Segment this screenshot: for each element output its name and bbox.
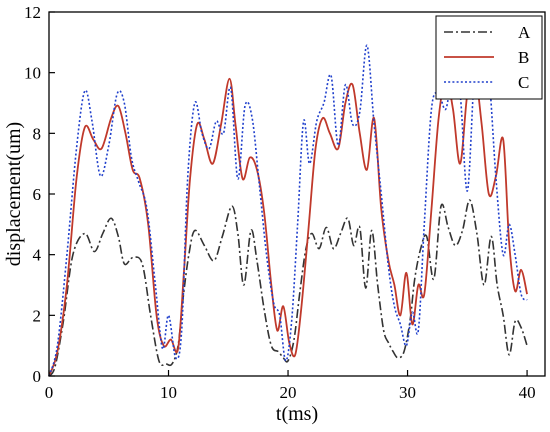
x-tick-label: 20 [280, 383, 297, 402]
x-tick-label: 10 [160, 383, 177, 402]
y-tick-label: 8 [33, 124, 42, 143]
x-tick-label: 40 [519, 383, 536, 402]
series-line-b [48, 67, 528, 377]
x-tick-label: 30 [399, 383, 416, 402]
x-axis-title: t(ms) [276, 403, 318, 425]
x-tick-label: 0 [45, 383, 54, 402]
y-tick-label: 6 [33, 185, 42, 204]
legend-label-a: A [518, 23, 531, 42]
y-tick-label: 12 [24, 3, 41, 22]
y-tick-label: 0 [33, 367, 42, 386]
y-tick-label: 2 [33, 306, 42, 325]
legend-label-c: C [518, 73, 529, 92]
plot-area [48, 26, 528, 377]
legend-label-b: B [518, 48, 529, 67]
y-tick-label: 4 [33, 246, 42, 265]
y-axis-title: displacement(um) [3, 122, 25, 266]
axis-ticks: 0 10 20 30 40 0 2 4 6 8 10 12 [24, 3, 536, 402]
legend: ABC [435, 15, 543, 100]
y-tick-label: 10 [24, 64, 41, 83]
